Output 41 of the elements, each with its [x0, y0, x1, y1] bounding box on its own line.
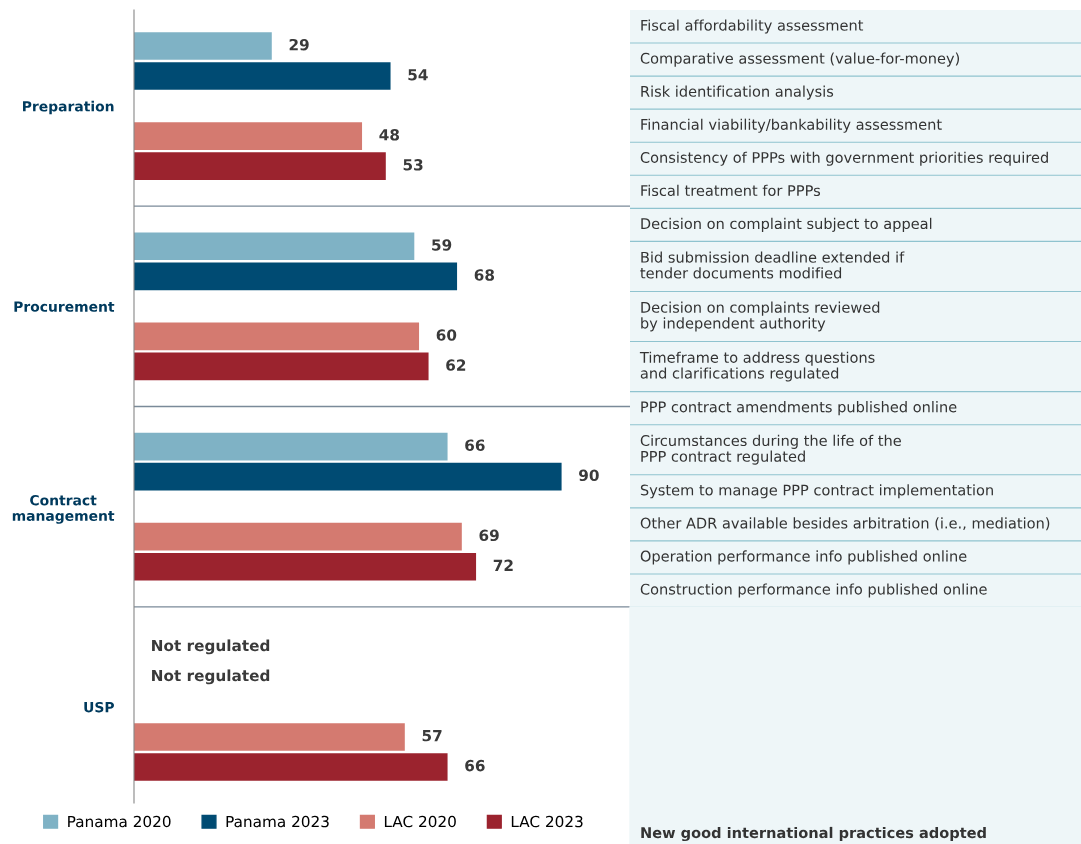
- data-label: 53: [403, 159, 423, 171]
- text: Decision on complaints reviewed by independent authority: [641, 301, 880, 332]
- data-label: 54: [408, 69, 428, 81]
- data-label: 90: [579, 469, 599, 482]
- legend-label: Panama 2020: [68, 815, 171, 828]
- data-label: 66: [465, 439, 485, 452]
- text: Consistency of PPPs with government priorities required: [640, 151, 1048, 166]
- text: Not regulated: [152, 669, 270, 685]
- text: Financial viability/bankability assessment: [641, 118, 942, 133]
- legend-label: LAC 2023: [511, 815, 583, 828]
- data-label: 29: [289, 38, 309, 51]
- text: Comparative assessment (value-for-money): [640, 52, 960, 67]
- legend-label: LAC 2020: [384, 815, 456, 828]
- data-label: 68: [474, 269, 495, 281]
- data-label: 57: [422, 730, 442, 742]
- text: Other ADR available besides arbitration (i.e., mediation): [640, 517, 1050, 531]
- y-tick-label: Preparation: [23, 100, 114, 115]
- data-label: 59: [432, 239, 452, 251]
- data-label: 60: [436, 329, 457, 341]
- text: System to manage PPP contract implementation: [640, 484, 993, 499]
- text: Construction performance info published online: [640, 583, 987, 598]
- data-label: 72: [493, 559, 513, 571]
- text: New good international practices adopted: [641, 826, 986, 842]
- text: PPP contract amendments published online: [641, 401, 957, 416]
- text: Circumstances during the life of the PPP contract regulated: [640, 434, 901, 465]
- data-label: 69: [479, 529, 499, 542]
- text: Risk identification analysis: [641, 85, 834, 100]
- y-tick-label: Procurement: [14, 301, 115, 312]
- y-tick-label: Contract management: [12, 494, 115, 524]
- text: Operation performance info published online: [640, 550, 967, 565]
- text: Not regulated: [152, 639, 270, 655]
- text: Decision on complaint subject to appeal: [641, 217, 932, 232]
- data-label: 62: [446, 359, 466, 371]
- data-label: 66: [465, 759, 485, 772]
- data-label: 48: [379, 128, 400, 141]
- y-tick-label: USP: [84, 701, 114, 713]
- text: Bid submission deadline extended if tender documents modified: [640, 251, 905, 279]
- text: Fiscal treatment for PPPs: [641, 184, 821, 197]
- legend-label: Panama 2023: [226, 815, 329, 828]
- text: Timeframe to address questions and clarifications regulated: [639, 351, 875, 382]
- text: Fiscal affordability assessment: [641, 19, 864, 34]
